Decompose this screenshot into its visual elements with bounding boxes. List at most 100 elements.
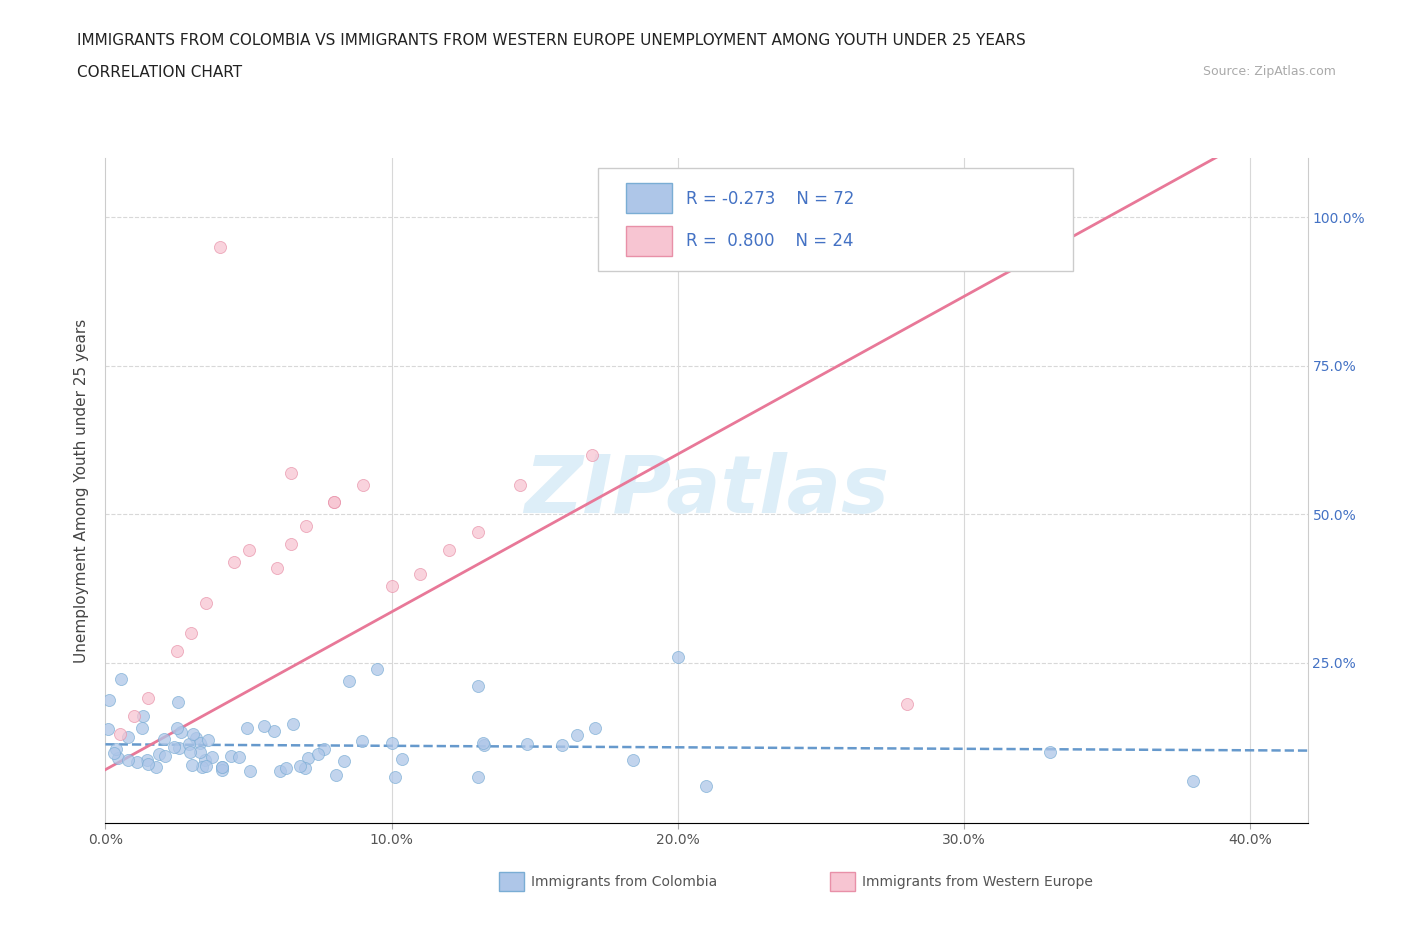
Point: [263, 724, 285, 738]
Point: [148, 747, 170, 762]
Point: [472, 737, 495, 752]
Text: R =  0.800    N = 24: R = 0.800 N = 24: [686, 232, 853, 250]
Point: [323, 495, 346, 510]
Point: [350, 734, 373, 749]
Point: [509, 477, 531, 492]
Point: [179, 737, 201, 751]
Point: [695, 778, 717, 793]
Point: [312, 742, 335, 757]
Point: [122, 709, 145, 724]
Point: [583, 721, 606, 736]
Point: [253, 719, 276, 734]
Point: [288, 759, 311, 774]
Point: [125, 754, 148, 769]
Point: [551, 737, 574, 752]
Point: [224, 554, 246, 569]
Point: [381, 736, 404, 751]
Point: [98, 693, 121, 708]
Point: [208, 240, 231, 255]
Point: [323, 495, 346, 510]
Point: [381, 578, 404, 593]
Point: [281, 716, 304, 731]
Point: [108, 726, 131, 741]
Point: [295, 519, 318, 534]
Point: [170, 724, 193, 739]
Text: Source: ZipAtlas.com: Source: ZipAtlas.com: [1202, 65, 1336, 78]
Point: [581, 447, 603, 462]
Point: [211, 763, 233, 777]
Point: [337, 673, 360, 688]
Bar: [626, 183, 672, 213]
Point: [166, 721, 188, 736]
Point: [107, 751, 129, 765]
Point: [236, 720, 259, 735]
Point: [211, 760, 233, 775]
Point: [1039, 744, 1062, 759]
Text: IMMIGRANTS FROM COLOMBIA VS IMMIGRANTS FROM WESTERN EUROPE UNEMPLOYMENT AMONG YO: IMMIGRANTS FROM COLOMBIA VS IMMIGRANTS F…: [77, 33, 1026, 47]
Point: [1045, 258, 1067, 272]
FancyBboxPatch shape: [599, 168, 1073, 272]
Point: [97, 722, 120, 737]
Point: [621, 753, 644, 768]
Point: [103, 746, 125, 761]
Point: [467, 679, 489, 694]
Point: [366, 661, 388, 676]
Point: [896, 697, 918, 711]
Point: [219, 749, 242, 764]
Point: [131, 721, 153, 736]
Point: [280, 537, 302, 551]
Point: [163, 739, 186, 754]
Bar: [626, 226, 672, 256]
Point: [297, 751, 319, 765]
Point: [280, 465, 302, 480]
Text: CORRELATION CHART: CORRELATION CHART: [77, 65, 242, 80]
Text: R = -0.273    N = 72: R = -0.273 N = 72: [686, 190, 855, 207]
Point: [437, 542, 460, 557]
Text: Immigrants from Western Europe: Immigrants from Western Europe: [862, 874, 1092, 889]
Point: [472, 736, 495, 751]
Point: [307, 747, 329, 762]
Point: [135, 753, 157, 768]
Point: [266, 560, 288, 575]
Point: [1182, 774, 1205, 789]
Point: [179, 744, 201, 759]
Point: [276, 761, 298, 776]
Point: [186, 730, 208, 745]
Point: [110, 672, 132, 687]
Point: [384, 769, 406, 784]
Point: [153, 749, 176, 764]
Point: [190, 744, 212, 759]
Point: [132, 709, 155, 724]
Point: [194, 596, 217, 611]
Point: [152, 731, 174, 746]
Point: [136, 756, 159, 771]
Point: [195, 759, 218, 774]
Text: Immigrants from Colombia: Immigrants from Colombia: [531, 874, 717, 889]
Point: [238, 542, 260, 557]
Point: [666, 649, 689, 664]
Point: [332, 753, 354, 768]
Point: [117, 752, 139, 767]
Point: [211, 759, 233, 774]
Point: [516, 737, 538, 751]
Point: [567, 727, 589, 742]
Point: [180, 758, 202, 773]
Point: [167, 695, 190, 710]
Point: [145, 760, 167, 775]
Point: [269, 764, 291, 779]
Point: [391, 751, 413, 766]
Point: [239, 764, 262, 778]
Point: [138, 691, 160, 706]
Point: [181, 726, 204, 741]
Point: [167, 740, 190, 755]
Point: [166, 644, 188, 658]
Point: [325, 767, 347, 782]
Point: [201, 750, 224, 764]
Point: [105, 742, 128, 757]
Point: [117, 730, 139, 745]
Point: [197, 732, 219, 747]
Point: [467, 770, 489, 785]
Point: [180, 626, 202, 641]
Point: [191, 760, 214, 775]
Y-axis label: Unemployment Among Youth under 25 years: Unemployment Among Youth under 25 years: [75, 318, 90, 663]
